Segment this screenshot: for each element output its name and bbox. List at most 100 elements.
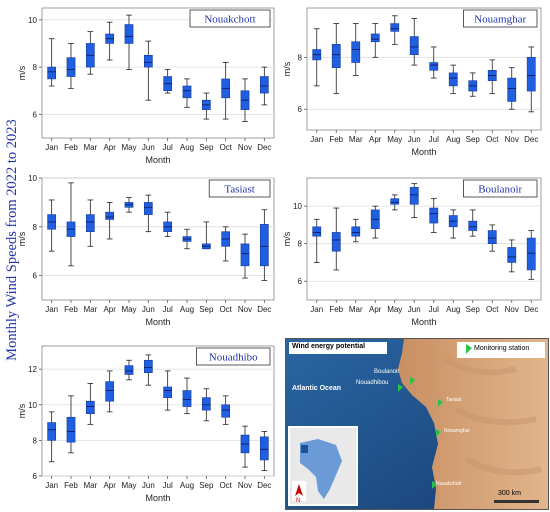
iqr-box [312,226,322,237]
x-tick-label: Mar [349,135,363,144]
iqr-box [124,365,134,375]
x-tick-label: Jun [142,481,155,490]
box-aug [182,377,192,415]
plot-frame [41,7,275,139]
x-tick-label: Jul [163,481,173,490]
box-jan [47,411,57,463]
iqr-box [331,44,341,69]
iqr-box [526,57,536,92]
x-tick-label: Feb [64,305,78,314]
scale-bar [494,500,539,503]
station-title-box [462,179,538,198]
iqr-box [201,397,211,411]
chart-panel-nouamghar: 6 8 m/s Jan Feb Mar Apr May Jun Jul Aug Sep Oct Nov De… [282,2,547,162]
x-tick-label: Mar [83,481,97,490]
inset-africa-shape [300,439,342,499]
station-markers [398,377,443,489]
iqr-box [507,247,517,263]
box-may [124,14,134,70]
iqr-box [66,57,76,77]
box-jul [429,46,439,79]
iqr-box [409,36,419,56]
box-apr [105,370,115,413]
map-title: Wind energy potential [292,343,366,350]
x-tick-label: Jul [163,305,173,314]
x-tick-label: May [387,305,402,314]
box-jun [143,354,153,386]
x-axis-label: Month [145,317,170,327]
y-axis-label: m/s [17,403,27,418]
box-oct [487,224,497,252]
iqr-box [259,436,269,461]
box-chart-nouamghar: 6 8 m/s Jan Feb Mar Apr May Jun Jul Aug Sep Oct Nov De… [282,7,542,157]
box-sep [201,221,211,250]
x-tick-label: Oct [219,305,232,314]
box-aug [448,209,458,239]
legend-marker-icon [466,344,472,354]
box-feb [331,207,341,271]
x-tick-label: Nov [238,481,252,490]
y-tick-label: 8 [298,240,303,249]
title-box [289,342,387,354]
box-feb [66,182,76,267]
iqr-box [124,24,134,44]
iqr-box [259,224,269,267]
box-nov [507,239,517,273]
iqr-box [409,187,419,205]
y-tick-label: 6 [298,105,303,114]
inset-mauritania [301,445,308,453]
y-axis-label: m/s [282,61,292,76]
iqr-box [182,390,192,407]
box-jun [409,183,419,218]
plot-frame [306,7,542,131]
box-jul [429,198,439,233]
x-tick-label: Apr [369,135,382,144]
x-tick-label: Jan [310,135,323,144]
box-jun [143,194,153,233]
iqr-box [468,220,478,231]
x-tick-label: Apr [103,305,116,314]
box-jul [163,370,173,411]
x-tick-label: Jan [45,481,58,490]
iqr-box [429,207,439,224]
map-legend-label: Monitoring station [474,345,530,352]
station-label-nouakchott: Nouakchott [436,481,462,487]
chart-panel-tasiast: 6 8 10 m/s Jan Feb Mar Apr May Jun Jul Aug Sep Oct Nov… [17,172,280,332]
box-dec [259,431,269,472]
box-may [124,197,134,213]
x-tick-label: Jan [45,143,58,152]
x-tick-label: Dec [257,305,271,314]
x-tick-label: Dec [257,143,271,152]
x-tick-label: Nov [238,143,252,152]
north-label: N [296,498,301,504]
x-tick-label: Nov [505,135,519,144]
x-tick-label: Sep [199,305,214,314]
iqr-box [143,359,153,374]
x-tick-label: Aug [180,481,194,490]
iqr-box [390,23,400,32]
plot-frame [41,177,275,301]
box-may [124,359,134,381]
plot-frame [41,345,275,477]
station-label-nouadhibou: Nouadhibou [356,380,389,386]
box-apr [370,205,380,239]
box-sep [201,388,211,422]
station-label-tasiast: Tasiast [446,397,462,403]
iqr-box [221,404,231,418]
x-tick-label: Feb [329,305,343,314]
iqr-box [47,66,57,80]
x-tick-label: Sep [466,135,481,144]
box-oct [221,395,231,425]
box-chart-boulanoir: 6 8 10 m/s Jan Feb Mar Apr May Jun Jul Aug Sep Oct Nov… [282,177,542,327]
x-tick-label: Mar [349,305,363,314]
box-aug [182,78,192,108]
land-texture [444,356,542,476]
iqr-box [487,230,497,244]
y-axis-label: m/s [17,65,27,80]
station-label-nouamghar: Nouamghar [444,428,471,434]
station-marker-tasiast [438,399,443,407]
x-tick-label: Sep [199,481,214,490]
box-jun [143,40,153,101]
scale-label: 300 km [498,490,521,497]
x-axis-label: Month [145,155,170,165]
